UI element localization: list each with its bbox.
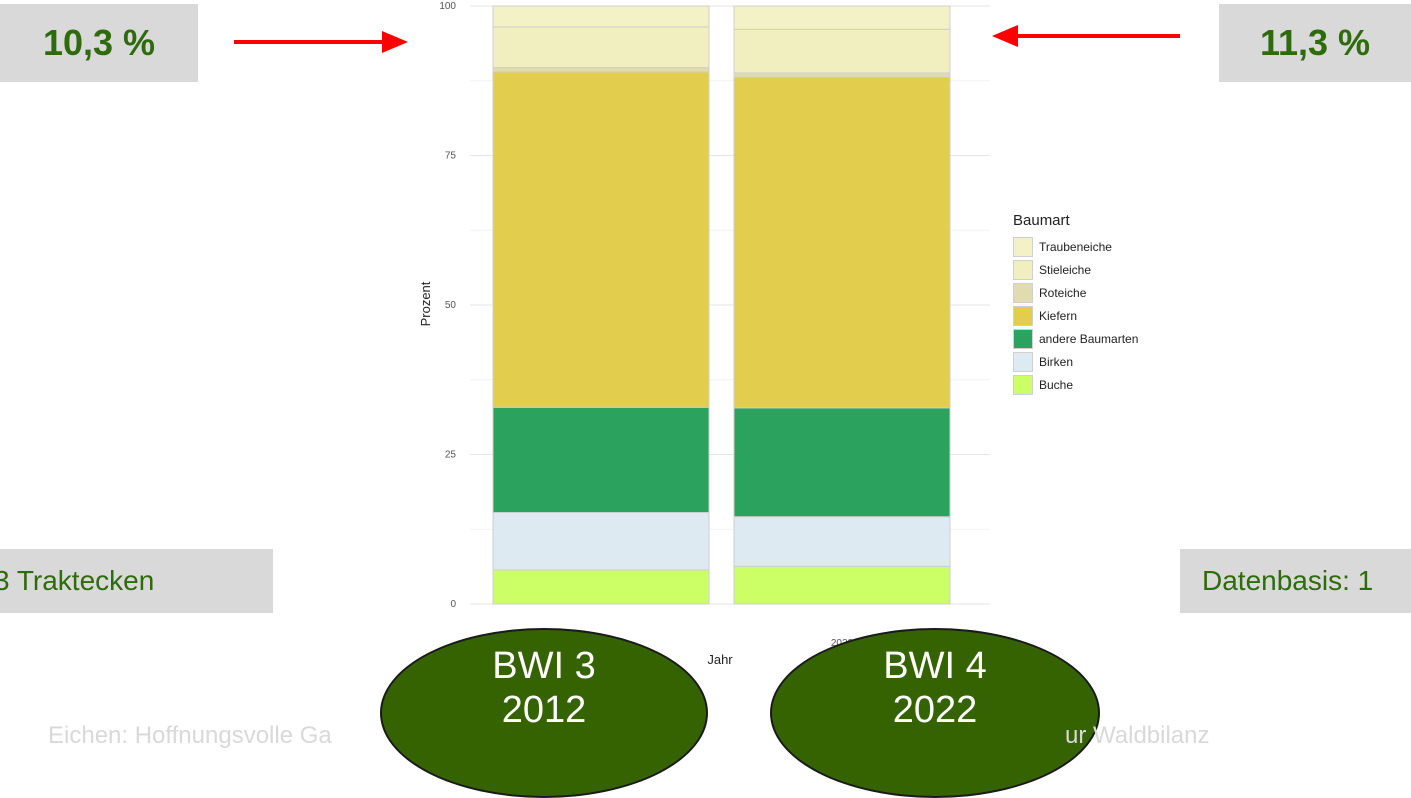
bwi3-year: 2012 xyxy=(501,689,587,731)
bar-segment-traubeneiche-2012 xyxy=(492,5,710,28)
bar-segment-stieleiche-2022 xyxy=(733,28,951,74)
y-axis-label: Prozent xyxy=(418,281,433,326)
bwi3-label: BWI 3 xyxy=(492,645,596,687)
bar-segment-andere-baumarten-2012 xyxy=(492,406,710,514)
legend-label: Kiefern xyxy=(1039,308,1078,323)
legend-label: Traubeneiche xyxy=(1039,239,1112,254)
x-axis-label: Jahr xyxy=(707,652,733,667)
legend-item: Stieleiche xyxy=(1013,258,1138,281)
right-percent-callout: 11,3 % xyxy=(1219,4,1411,82)
legend-swatch xyxy=(1013,236,1033,257)
footer-left-fragment: Eichen: Hoffnungsvolle Ga xyxy=(48,722,332,749)
legend-swatch xyxy=(1013,328,1033,349)
legend-item: andere Baumarten xyxy=(1013,327,1138,350)
legend-swatch xyxy=(1013,282,1033,303)
bars-layer xyxy=(492,5,951,605)
right-info-text: Datenbasis: 1 xyxy=(1202,565,1374,596)
legend-item: Birken xyxy=(1013,350,1138,373)
left-arrow-head xyxy=(382,31,408,53)
legend-label: Buche xyxy=(1039,377,1074,392)
legend-item: Kiefern xyxy=(1013,304,1138,327)
left-percent-callout: 10,3 % xyxy=(0,4,198,82)
legend-item: Traubeneiche xyxy=(1013,235,1138,258)
bar-segment-stieleiche-2012 xyxy=(492,26,710,69)
y-tick-label: 100 xyxy=(439,1,456,12)
right-arrow-head xyxy=(992,25,1018,47)
bar-segment-roteiche-2012 xyxy=(492,67,710,73)
y-tick-label: 50 xyxy=(445,300,457,311)
legend-label: andere Baumarten xyxy=(1039,331,1139,346)
legend-label: Stieleiche xyxy=(1039,262,1092,277)
y-tick-label: 0 xyxy=(450,599,456,610)
legend-label: Roteiche xyxy=(1039,285,1087,300)
y-tick-label: 25 xyxy=(445,450,457,461)
bar-segment-birken-2022 xyxy=(733,516,951,567)
left-info-box: 3 Traktecken xyxy=(0,549,273,613)
bwi4-ellipse: BWI 4 2022 xyxy=(770,628,1100,798)
right-info-box: Datenbasis: 1 xyxy=(1180,549,1411,613)
legend-item: Roteiche xyxy=(1013,281,1138,304)
footer-right-fragment: ur Waldbilanz xyxy=(1065,722,1210,749)
bwi4-label: BWI 4 xyxy=(883,645,987,687)
legend-swatch xyxy=(1013,374,1033,395)
bwi4-year: 2022 xyxy=(892,689,978,731)
legend-items: Traubeneiche Stieleiche Roteiche Kiefern and… xyxy=(1013,235,1138,396)
bar-segment-andere-baumarten-2022 xyxy=(733,407,951,518)
legend-label: Birken xyxy=(1039,354,1074,369)
bar-segment-kiefern-2022 xyxy=(733,76,951,409)
bar-segment-kiefern-2012 xyxy=(492,71,710,408)
left-info-text: 3 Traktecken xyxy=(0,565,155,596)
y-tick-label: 75 xyxy=(445,151,457,162)
arrows-layer xyxy=(234,25,1180,53)
legend-item: Buche xyxy=(1013,373,1138,396)
legend-title: Baumart xyxy=(1013,212,1070,229)
bar-segment-buche-2012 xyxy=(492,569,710,605)
legend: Baumart Traubeneiche Stieleiche Roteiche Ki… xyxy=(1013,212,1138,396)
bar-segment-birken-2012 xyxy=(492,512,710,571)
bar-segment-roteiche-2022 xyxy=(733,72,951,78)
legend-swatch xyxy=(1013,305,1033,326)
legend-swatch xyxy=(1013,351,1033,372)
bar-segment-buche-2022 xyxy=(733,565,951,605)
bar-segment-traubeneiche-2022 xyxy=(733,5,951,30)
bwi3-ellipse: BWI 3 2012 xyxy=(380,628,708,798)
chart-area: 025507510020122022 Prozent Jahr xyxy=(234,1,1180,667)
legend-swatch xyxy=(1013,259,1033,280)
